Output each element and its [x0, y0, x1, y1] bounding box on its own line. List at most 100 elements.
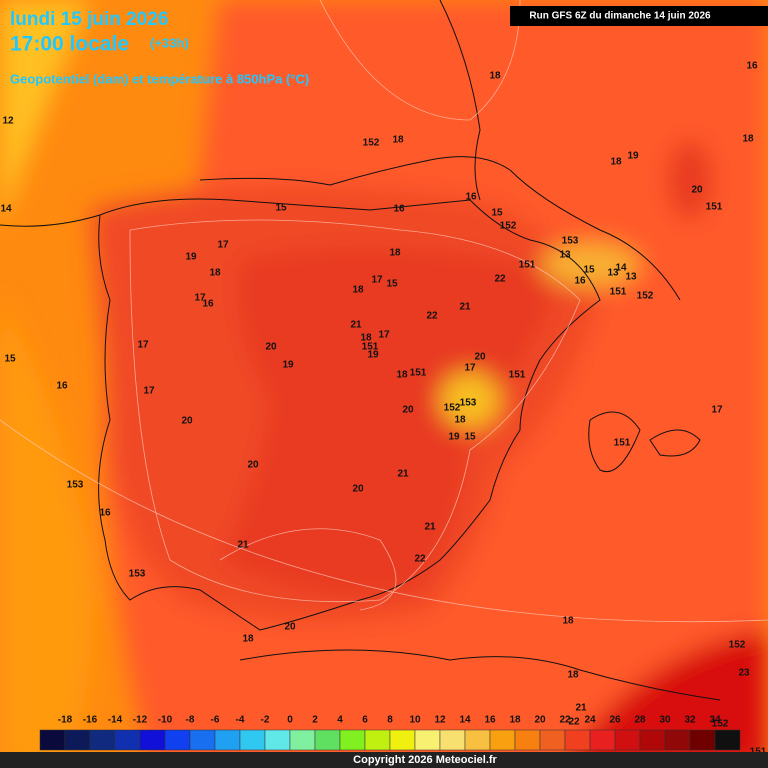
contour-label: 16: [202, 299, 214, 310]
contour-label: 20: [247, 460, 259, 471]
colorbar-cell: [414, 729, 441, 751]
contour-label: 15: [583, 265, 595, 276]
contour-label: 18: [352, 285, 364, 296]
contour-label: 151: [706, 202, 723, 213]
colorbar-cell: [64, 729, 91, 751]
contour-label: 15: [275, 203, 287, 214]
colorbar-cell: [139, 729, 166, 751]
contour-label: 13: [607, 268, 619, 279]
contour-label: 17: [371, 275, 383, 286]
contour-label: 22: [568, 717, 580, 728]
contour-label: 153: [129, 569, 146, 580]
date: lundi 15 juin 2026: [10, 9, 168, 30]
contour-label: 21: [237, 540, 249, 551]
contour-label: 19: [627, 151, 639, 162]
colorbar-cell: [264, 729, 291, 751]
colorbar-cell: [664, 729, 691, 751]
contour-label: 15: [386, 279, 398, 290]
contour-label: 22: [426, 311, 438, 322]
field-title: Geopotentiel (dam) et température à 850h…: [10, 71, 309, 86]
contour-label: 13: [625, 272, 637, 283]
contour-label: 18: [389, 248, 401, 259]
contour-label: 18: [742, 134, 754, 145]
colorbar-label: 34: [709, 715, 721, 726]
contour-label: 151: [509, 370, 526, 381]
contours: [0, 0, 768, 623]
contour-label: 19: [448, 432, 460, 443]
contour-label: 17: [194, 293, 206, 304]
colorbar-label: -10: [158, 715, 173, 726]
contour-label: 18: [489, 71, 501, 82]
contour-label: 18: [610, 157, 622, 168]
colorbar-cell: [214, 729, 241, 751]
colorbar-label: 18: [509, 715, 521, 726]
colorbar-cell: [89, 729, 116, 751]
colorbar-cell: [589, 729, 616, 751]
colorbar-label: 22: [559, 715, 571, 726]
colorbar-cell: [239, 729, 266, 751]
contour-label: 22: [414, 554, 426, 565]
contour-label: 22: [494, 274, 506, 285]
colorbar-label: 2: [312, 715, 318, 726]
contour-label: 21: [459, 302, 471, 313]
colorbar-label: 10: [409, 715, 421, 726]
contour-label: 152: [729, 640, 746, 651]
contour-label: 20: [265, 342, 277, 353]
contour-label: 19: [185, 252, 197, 263]
footer: [0, 752, 768, 768]
contour-label: 18: [360, 333, 372, 344]
copyright: Copyright 2026 Meteociel.fr: [353, 754, 497, 766]
contour-label: 20: [181, 416, 193, 427]
colorbar-cell: [164, 729, 191, 751]
contour-label: 14: [0, 204, 12, 215]
colorbar-cell: [314, 729, 341, 751]
contour-label: 152: [637, 291, 654, 302]
colorbar-label: -4: [236, 715, 245, 726]
contour-label: 152: [500, 221, 517, 232]
contour-label: 21: [397, 469, 409, 480]
contour-label: 151: [614, 438, 631, 449]
contour-label: 16: [99, 508, 111, 519]
contour-label: 18: [454, 415, 466, 426]
time: 17:00 locale: [10, 33, 129, 56]
contour-label: 153: [460, 398, 477, 409]
colorbar-label: 26: [609, 715, 621, 726]
contour-label: 20: [284, 622, 296, 633]
contour-label: 19: [282, 360, 294, 371]
contour-label: 153: [67, 480, 84, 491]
colorbar-cell: [289, 729, 316, 751]
contour-label: 14: [615, 263, 627, 274]
contour-label: 16: [746, 61, 758, 72]
colorbar-label: 0: [287, 715, 293, 726]
contour-label: 15: [491, 208, 503, 219]
colorbar-cell: [689, 729, 716, 751]
contour-label: 13: [559, 250, 571, 261]
colorbar-label: -12: [133, 715, 148, 726]
contour-label: 17: [217, 240, 229, 251]
contour-label: 16: [465, 192, 477, 203]
contour-label: 18: [242, 634, 254, 645]
colorbar-label: -16: [83, 715, 98, 726]
colorbar-cell: [639, 729, 666, 751]
colorbar-cell: [39, 729, 66, 751]
contour-label: 17: [143, 386, 155, 397]
colorbar: -18 -16 -14 -12 -10 -8 -6 -4 -2 0 2 4 6 8 10 12 14 16 18 20…: [39, 715, 741, 751]
contour-label: 17: [137, 340, 149, 351]
contour-label: 16: [393, 204, 405, 215]
colorbar-cell: [389, 729, 416, 751]
colorbar-cell: [339, 729, 366, 751]
contour-label: 20: [691, 185, 703, 196]
colorbar-cell: [464, 729, 491, 751]
contour-label: 151: [610, 287, 627, 298]
contour-label: 20: [474, 352, 486, 363]
run-box: [510, 6, 768, 26]
colorbar-label: 30: [659, 715, 671, 726]
contour-label: 17: [464, 363, 476, 374]
contour-label: 18: [392, 135, 404, 146]
contour-label: 12: [2, 116, 14, 127]
contour-label: 16: [574, 276, 586, 287]
contour-label: 18: [562, 616, 574, 627]
lead-time: (+33h): [150, 35, 189, 50]
